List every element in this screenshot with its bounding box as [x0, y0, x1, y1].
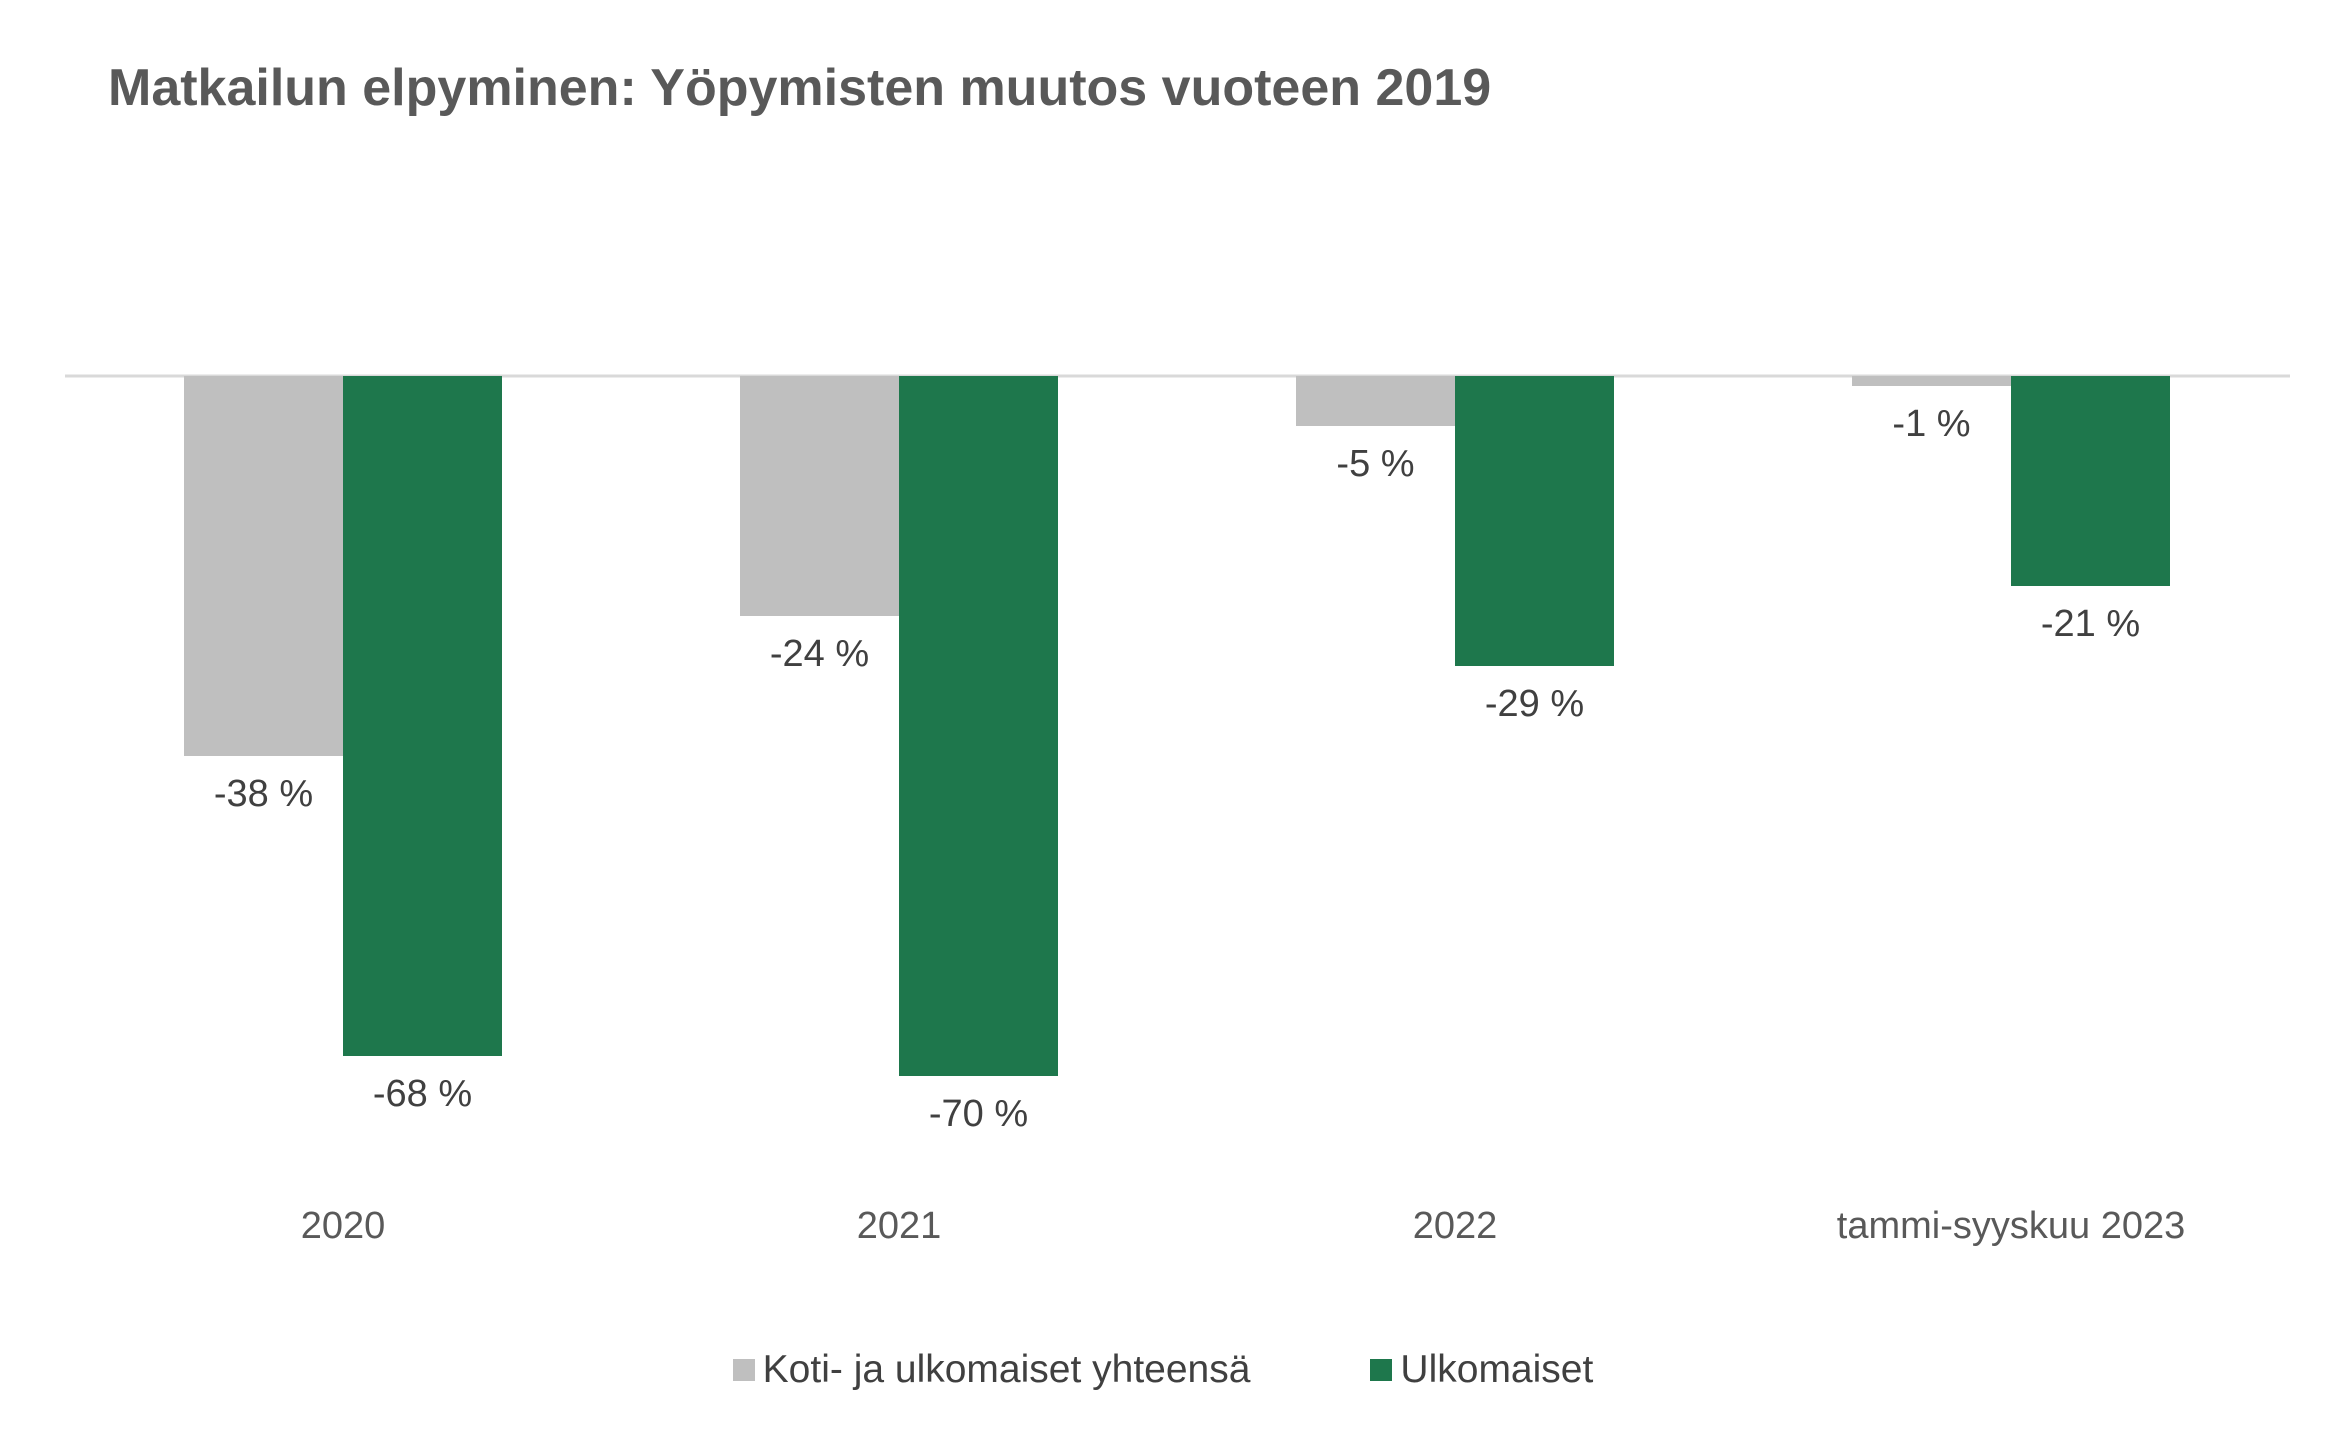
bar-foreign-1: [899, 376, 1058, 1076]
legend-swatch-foreign: [1370, 1359, 1393, 1381]
data-labels-group: -38 % -68 % -24 % -70 % -5 % -29 % -1 % -21 %: [214, 403, 2140, 1135]
data-label-foreign-3: -21 %: [2041, 603, 2140, 645]
legend-label-total: Koti- ja ulkomaiset yhteensä: [762, 1348, 1251, 1391]
bar-total-2: [1296, 376, 1455, 426]
bar-foreign-2: [1455, 376, 1614, 666]
legend: Koti- ja ulkomaiset yhteensä Ulkomaiset: [0, 1348, 2326, 1392]
legend-item-total[interactable]: Koti- ja ulkomaiset yhteensä: [732, 1348, 1251, 1392]
legend-swatch-total: [732, 1359, 755, 1381]
data-label-foreign-0: -68 %: [373, 1073, 472, 1115]
data-label-total-1: -24 %: [770, 633, 869, 675]
data-label-total-3: -1 %: [1892, 403, 1970, 445]
data-label-foreign-2: -29 %: [1485, 683, 1584, 725]
bar-total-3: [1852, 376, 2011, 386]
bar-foreign-0: [343, 376, 502, 1056]
bar-foreign-3: [2011, 376, 2170, 586]
bars-group: [184, 376, 2170, 1076]
legend-label-foreign: Ulkomaiset: [1400, 1348, 1594, 1391]
data-label-total-0: -38 %: [214, 773, 313, 815]
data-label-total-2: -5 %: [1336, 443, 1414, 485]
legend-item-foreign[interactable]: Ulkomaiset: [1370, 1348, 1593, 1392]
data-label-foreign-1: -70 %: [929, 1093, 1028, 1135]
chart-title: Matkailun elpyminen: Yöpymisten muutos v…: [108, 59, 1492, 117]
category-labels-group: 2020 2021 2022 tammi-syyskuu 2023: [301, 1205, 2186, 1247]
bar-total-0: [184, 376, 343, 756]
category-label-3: tammi-syyskuu 2023: [1837, 1205, 2185, 1247]
category-label-2: 2022: [1413, 1205, 1498, 1247]
bar-total-1: [740, 376, 899, 616]
category-label-0: 2020: [301, 1205, 386, 1247]
category-label-1: 2021: [857, 1205, 942, 1247]
